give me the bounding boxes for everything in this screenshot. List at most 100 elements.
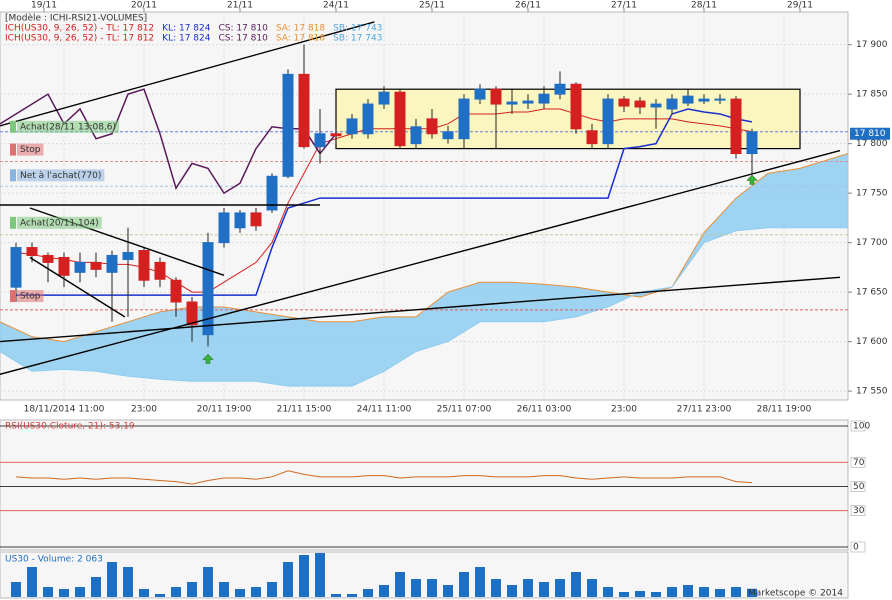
volume-bar [171, 587, 181, 597]
volume-bar [651, 592, 661, 597]
volume-bar [59, 589, 69, 597]
volume-bar [299, 555, 309, 597]
top-tick-label: 21/11 [227, 1, 253, 11]
legend-entry: KL: 17 824 [162, 34, 211, 44]
volume-bar [683, 585, 693, 597]
candle-body [58, 256, 70, 276]
candle-body [714, 98, 726, 101]
y-tick-label: 50 [853, 482, 865, 492]
legend-entry: ICH(US30, 9, 26, 52) - TL: 17 812 [5, 24, 154, 34]
candle-body [138, 250, 150, 281]
candle-body [522, 100, 534, 104]
x-tick-label: 25/11 07:00 [437, 405, 492, 415]
candle-body [698, 98, 710, 102]
volume-bar [667, 587, 677, 597]
candle-body [634, 100, 646, 108]
top-tick-label: 20/11 [131, 1, 157, 11]
x-tick-label: 23:00 [611, 405, 637, 415]
volume-bar [507, 585, 517, 597]
order-tag [17, 216, 102, 229]
x-tick-label: 18/11/2014 11:00 [24, 405, 105, 415]
order-tag [17, 120, 120, 133]
volume-bar [107, 562, 117, 597]
volume-bar [443, 585, 453, 597]
candle-body [330, 133, 342, 137]
volume-bar [731, 587, 741, 597]
legend-entry: SA: 17 818 [276, 34, 326, 44]
order-tag [17, 290, 44, 303]
y-tick-label: 17 700 [856, 238, 888, 248]
volume-bar [555, 579, 565, 597]
volume-bar [395, 572, 405, 597]
order-tag [17, 143, 44, 156]
trend-line [0, 276, 841, 343]
order-label: Achat(20/11,104) [20, 218, 99, 228]
candle-body [458, 98, 470, 140]
top-tick-label: 27/11 [611, 1, 637, 11]
candle-body [154, 261, 166, 280]
price-tag-label: 17 810 [854, 129, 886, 139]
volume-bar [27, 567, 37, 597]
volume-bar [75, 587, 85, 597]
candle-body [474, 88, 486, 100]
candle-body [570, 83, 582, 130]
candle-body [618, 98, 630, 107]
order-label: Net à l'achat(770) [20, 171, 101, 181]
volume-bar [139, 589, 149, 597]
model-header: [Modèle : ICHI-RSI21-VOLUMES] [5, 13, 147, 24]
legend-entry: SB: 17 743 [333, 34, 382, 44]
candle-body [666, 98, 678, 110]
candle-body [490, 88, 502, 105]
order-label: Stop [20, 145, 41, 155]
volume-bar [635, 591, 645, 597]
top-tick-label: 26/11 [515, 1, 541, 11]
candle-body [586, 130, 598, 145]
order-tag [17, 169, 105, 182]
y-tick-label: 0 [853, 543, 859, 553]
volume-bar [267, 582, 277, 597]
candle-body [650, 103, 662, 108]
order-label: Achat(28/11 13:08,6) [20, 122, 116, 132]
candle-body [74, 261, 86, 273]
volume-bar [427, 579, 437, 597]
y-tick-label: 70 [853, 458, 865, 468]
order-marker [10, 169, 16, 182]
footer: Marketscope © 2014 [748, 589, 843, 599]
top-tick-label: 24/11 [323, 1, 349, 11]
volume-bar [491, 579, 501, 597]
candle-body [90, 261, 102, 270]
candle-body [218, 212, 230, 244]
volume-bar [747, 588, 757, 597]
candle-body [10, 247, 22, 288]
x-tick-label: 24/11 11:00 [357, 405, 412, 415]
candle-body [506, 101, 518, 105]
candle-body [554, 83, 566, 95]
legend-entry: ICH(US30, 9, 26, 52) - TL: 17 812 [5, 34, 154, 44]
y-tick-box [850, 505, 866, 516]
y-tick-label: 17 600 [856, 337, 888, 347]
candle-body [394, 91, 406, 147]
y-tick-box [850, 457, 866, 468]
legend-entry: SA: 17 818 [276, 24, 326, 34]
volume-bar [715, 589, 725, 597]
volume-bar [379, 585, 389, 597]
y-tick-label: 17 650 [856, 288, 888, 298]
candle-body [602, 98, 614, 145]
x-tick-label: 27/11 23:00 [677, 405, 732, 415]
volume-bar [411, 579, 421, 597]
buy-arrow [746, 174, 758, 185]
y-tick-label: 17 750 [856, 189, 888, 199]
x-tick-label: 21/11 15:00 [277, 405, 332, 415]
candle-body [170, 279, 182, 303]
top-tick-label: 29/11 [787, 1, 813, 11]
volume-bar [619, 592, 629, 597]
volume-bar [523, 579, 533, 597]
x-tick-label: 20/11 19:00 [197, 405, 252, 415]
candle-body [362, 103, 374, 135]
volume-bar [251, 587, 261, 597]
x-tick-label: 28/11 19:00 [757, 405, 812, 415]
order-marker [10, 216, 16, 229]
candle-body [122, 252, 134, 260]
candle-body [266, 175, 278, 211]
